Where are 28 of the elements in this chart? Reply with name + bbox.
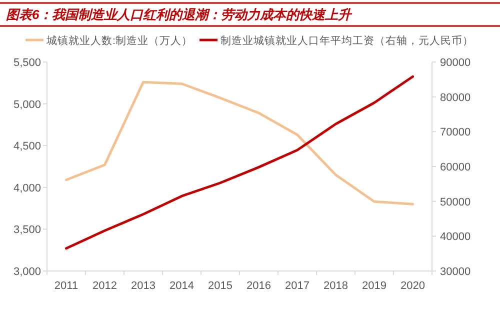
y-tick-label: 5,000 (13, 98, 41, 111)
y-tick-label: 5,500 (13, 57, 41, 69)
x-tick-label: 2020 (400, 280, 425, 292)
line-series (65, 80, 414, 206)
line-series (65, 75, 414, 250)
legend-label: 制造业城镇就业人口年平均工资（右轴，元人民币） (220, 34, 474, 47)
y2-tick-label: 30000 (440, 266, 471, 278)
x-tick-label: 2018 (324, 280, 348, 292)
legend-label: 城镇就业人数:制造业（万人） (46, 34, 192, 47)
x-tick-label: 2017 (285, 280, 310, 292)
y-tick-label: 3,000 (13, 266, 41, 278)
y2-tick-label: 80000 (440, 92, 471, 104)
x-tick-label: 2019 (362, 280, 386, 292)
y2-tick-label: 70000 (440, 126, 471, 139)
y-tick-label: 4,000 (13, 182, 41, 194)
y2-tick-label: 60000 (440, 162, 471, 174)
y2-tick-label: 40000 (440, 231, 471, 244)
x-tick-label: 2013 (131, 280, 156, 292)
chart-title: 图表6：我国制造业人口红利的退潮：劳动力成本的快速上升 (6, 7, 354, 22)
x-tick-label: 2014 (170, 280, 194, 292)
y2-tick-label: 50000 (440, 196, 471, 208)
x-tick-label: 2016 (246, 280, 271, 292)
x-tick-label: 2015 (208, 280, 232, 292)
y2-tick-label: 90000 (440, 57, 471, 69)
y-tick-label: 3,500 (13, 224, 41, 236)
y-tick-label: 4,500 (13, 140, 41, 153)
x-tick-label: 2012 (92, 280, 117, 292)
x-tick-label: 2011 (54, 280, 78, 292)
